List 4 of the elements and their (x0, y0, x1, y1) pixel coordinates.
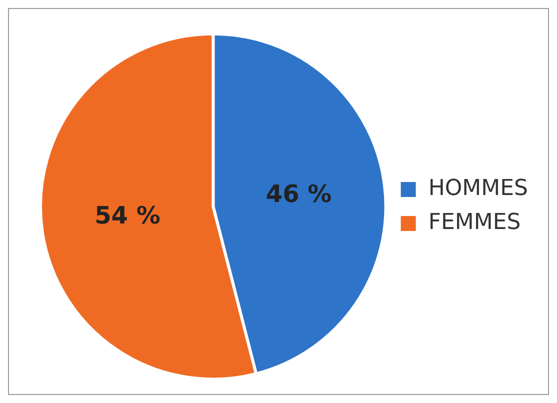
legend-label: FEMMES (428, 210, 521, 236)
data-label: 46 % (266, 180, 332, 208)
data-label: 54 % (94, 202, 160, 230)
legend-label: HOMMES (428, 176, 528, 202)
